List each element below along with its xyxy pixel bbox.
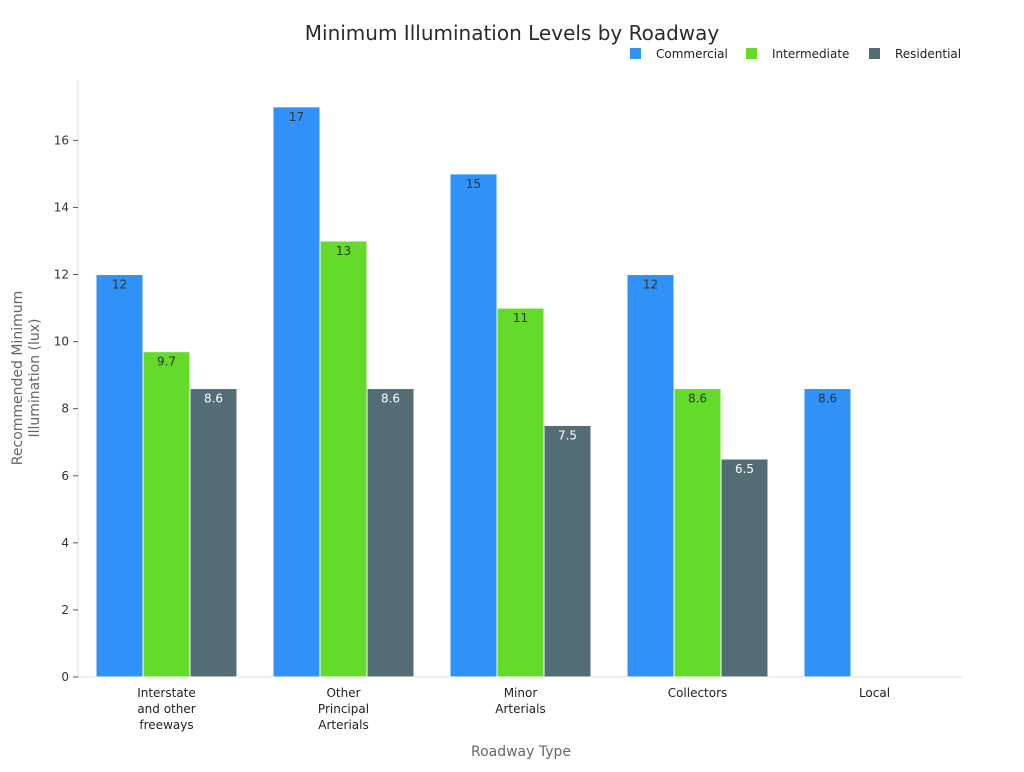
- legend-label: Commercial: [656, 47, 728, 61]
- bar-commercial: [803, 388, 852, 678]
- bar-commercial: [626, 274, 675, 678]
- legend-swatch: [630, 48, 641, 59]
- x-tick-label-line: Arterials: [318, 718, 368, 732]
- x-tick-label-line: Interstate: [137, 686, 196, 700]
- x-tick-label-line: Local: [859, 686, 890, 700]
- bar-commercial: [272, 106, 321, 678]
- x-axis-title: Roadway Type: [471, 744, 571, 760]
- bar-value-label: 8.6: [818, 392, 837, 406]
- y-axis-title: Recommended MinimumIllumination (lux): [10, 291, 43, 465]
- legend: Commercial Intermediate Residential: [630, 47, 961, 61]
- bar-residential: [366, 388, 415, 678]
- bar-value-label: 12: [643, 278, 658, 292]
- bar-value-label: 9.7: [157, 355, 176, 369]
- y-tick-label: 0: [61, 670, 69, 684]
- bar-value-label: 6.5: [735, 462, 754, 476]
- y-axis-ticks: 0 2 4 6 8 10 12 14 16: [54, 133, 78, 684]
- bar-value-label: 15: [466, 177, 481, 191]
- legend-swatch: [746, 48, 757, 59]
- legend-item-residential: Residential: [869, 47, 961, 61]
- y-tick-label: 10: [54, 335, 69, 349]
- x-tick-label-line: freeways: [139, 718, 193, 732]
- chart-title: Minimum Illumination Levels by Roadway: [305, 21, 720, 45]
- y-tick-label: 14: [54, 200, 69, 214]
- x-tick-label-line: Collectors: [668, 686, 728, 700]
- x-tick-label: Interstate and other freeways: [137, 686, 196, 732]
- y-axis-title-line: Illumination (lux): [27, 319, 43, 438]
- bar-value-label: 11: [513, 311, 528, 325]
- y-tick-label: 6: [61, 469, 69, 483]
- bars: [95, 106, 852, 678]
- bar-commercial: [95, 274, 144, 678]
- bar-value-label: 8.6: [204, 392, 223, 406]
- y-tick-label: 2: [61, 603, 69, 617]
- legend-item-intermediate: Intermediate: [746, 47, 849, 61]
- legend-label: Residential: [895, 47, 961, 61]
- x-tick-label-line: Minor: [504, 686, 538, 700]
- x-tick-label: Other Principal Arterials: [318, 686, 369, 732]
- bar-residential: [543, 424, 592, 678]
- bar-value-label: 8.6: [688, 392, 707, 406]
- bar-intermediate: [142, 351, 191, 678]
- x-tick-label: Minor Arterials: [495, 686, 545, 716]
- x-tick-label-line: Arterials: [495, 702, 545, 716]
- x-tick-label-line: Principal: [318, 702, 369, 716]
- legend-swatch: [869, 48, 880, 59]
- x-tick-label-line: and other: [137, 702, 195, 716]
- y-tick-label: 4: [61, 536, 69, 550]
- x-tick-label: Collectors: [668, 686, 728, 700]
- bar-residential: [189, 388, 238, 678]
- x-axis-ticks: Interstate and other freeways Other Principa…: [137, 686, 890, 732]
- bar-intermediate: [319, 240, 368, 678]
- y-tick-label: 8: [61, 402, 69, 416]
- legend-item-commercial: Commercial: [630, 47, 728, 61]
- x-tick-label: Local: [859, 686, 890, 700]
- bar-residential: [720, 458, 769, 678]
- bar-value-label: 8.6: [381, 392, 400, 406]
- y-tick-label: 12: [54, 268, 69, 282]
- bar-value-label: 13: [336, 244, 351, 258]
- bar-value-label: 7.5: [558, 428, 577, 442]
- bar-intermediate: [673, 388, 722, 678]
- bar-value-label: 12: [112, 278, 127, 292]
- x-tick-label-line: Other: [326, 686, 360, 700]
- bar-value-label: 17: [289, 110, 304, 124]
- y-tick-label: 16: [54, 133, 69, 147]
- bar-commercial: [449, 173, 498, 678]
- y-axis-title-line: Recommended Minimum: [10, 291, 26, 465]
- bar-labels: 12 9.7 8.6 17 13 8.6 15 11 7.5 12 8.6 6.5 8.6: [112, 110, 837, 476]
- bar-intermediate: [496, 307, 545, 678]
- legend-label: Intermediate: [772, 47, 849, 61]
